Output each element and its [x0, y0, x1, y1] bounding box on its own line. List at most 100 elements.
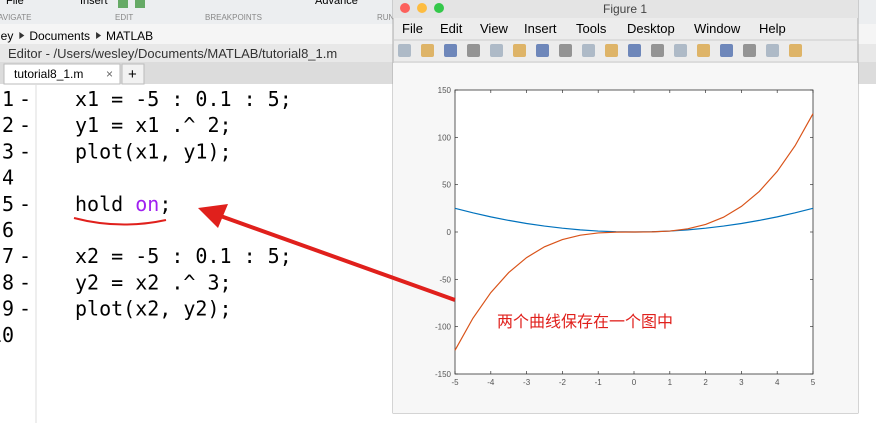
toolbar-icon[interactable]: [398, 44, 411, 57]
line-number: 10: [0, 323, 14, 347]
x-tick-label: -5: [451, 378, 459, 387]
toolbar-icon[interactable]: [536, 44, 549, 57]
toolbar-icon[interactable]: [490, 44, 503, 57]
code-token: hold: [75, 192, 135, 216]
line-marker: -: [19, 139, 31, 163]
code-token: x1 = -5 : 0.1 : 5;: [75, 87, 292, 111]
annotation: 两个曲线保存在一个图中: [497, 313, 673, 331]
breadcrumb-item[interactable]: MATLAB: [106, 29, 153, 43]
code-token: on: [135, 192, 159, 216]
toolbar-icon[interactable]: [444, 44, 457, 57]
menu-item[interactable]: View: [480, 21, 509, 36]
tab-add-btn[interactable]: [121, 63, 145, 85]
x-tick-label: -3: [523, 378, 531, 387]
close-btn[interactable]: [400, 3, 410, 13]
line-number: 6: [2, 218, 14, 242]
x-tick-label: 1: [668, 378, 673, 387]
figure-title: Figure 1: [603, 2, 647, 16]
toolstrip-item[interactable]: File: [6, 0, 24, 7]
toolbar-icon[interactable]: [697, 44, 710, 57]
x-tick-label: 0: [632, 378, 637, 387]
icon: [118, 0, 128, 8]
breadcrumb-item[interactable]: Documents: [29, 29, 90, 43]
toolbar-icon[interactable]: [582, 44, 595, 57]
y-tick-label: -100: [435, 323, 452, 332]
toolstrip-item[interactable]: Advance: [315, 0, 358, 7]
line-number: 9: [2, 297, 14, 321]
arrow-shaft: [214, 212, 456, 302]
code-line: plot(x1, y1);: [75, 139, 232, 163]
line-marker: -: [19, 244, 31, 268]
toolbar-icon[interactable]: [789, 44, 802, 57]
figure-titlebar: [393, 0, 858, 18]
menu-item[interactable]: Insert: [524, 21, 557, 36]
tab-add[interactable]: +: [128, 66, 137, 83]
toolbar-icon[interactable]: [421, 44, 434, 57]
menu-item[interactable]: Window: [694, 21, 741, 36]
line-marker: -: [19, 87, 31, 111]
line-marker: -: [19, 192, 31, 216]
menu-item[interactable]: Help: [759, 21, 786, 36]
line-number: 1: [2, 87, 14, 111]
icon: [135, 0, 145, 8]
menu-item[interactable]: Tools: [576, 21, 607, 36]
x-tick-label: -2: [559, 378, 567, 387]
x-tick-label: 5: [811, 378, 816, 387]
toolbar-icon[interactable]: [651, 44, 664, 57]
code-token: y2 = x2 .^ 3;: [75, 270, 232, 294]
menu-item[interactable]: Edit: [440, 21, 463, 36]
line-number: 2: [2, 113, 14, 137]
line-number: 5: [2, 192, 14, 216]
breadcrumb-item[interactable]: ley: [0, 29, 13, 43]
code-line: y2 = x2 .^ 3;: [75, 270, 232, 294]
tab-label[interactable]: tutorial8_1.m: [14, 67, 83, 81]
separator: [96, 32, 102, 39]
toolstrip-section: BREAKPOINTS: [205, 13, 262, 22]
min-btn[interactable]: [417, 3, 427, 13]
x-tick-label: -4: [487, 378, 495, 387]
tab[interactable]: [3, 63, 121, 85]
toolbar-icon[interactable]: [513, 44, 526, 57]
toolbar-icon[interactable]: [743, 44, 756, 57]
y-tick-label: 150: [438, 86, 452, 95]
code-line: x1 = -5 : 0.1 : 5;: [75, 87, 292, 111]
x-tick-label: 3: [739, 378, 744, 387]
y-tick-label: 100: [438, 133, 452, 142]
line-number: 3: [2, 139, 14, 163]
toolbar-icon[interactable]: [628, 44, 641, 57]
editor-title: Editor - /Users/wesley/Documents/MATLAB/…: [8, 46, 337, 61]
figure-window: Figure 1 File Edit View Insert Tools Desktop W…: [392, 0, 859, 414]
x-tick-label: -1: [595, 378, 603, 387]
toolstrip-section: EDIT: [115, 13, 133, 22]
toolbar-icon[interactable]: [720, 44, 733, 57]
line-number: 4: [2, 166, 14, 190]
code-token: plot(x2, y2);: [75, 297, 232, 321]
toolbar-icon[interactable]: [605, 44, 618, 57]
toolbar-icon[interactable]: [559, 44, 572, 57]
y-tick-label: -150: [435, 370, 452, 379]
code-line: plot(x2, y2);: [75, 297, 232, 321]
toolbar-icon[interactable]: [766, 44, 779, 57]
menu-item[interactable]: Desktop: [627, 21, 675, 36]
toolstrip-section: RUN: [377, 13, 395, 22]
line-number: 7: [2, 244, 14, 268]
tab-close[interactable]: ×: [106, 67, 113, 81]
toolstrip-section: AVIGATE: [0, 13, 32, 22]
separator: [19, 32, 25, 39]
line-marker: -: [19, 270, 31, 294]
line-number: 8: [2, 270, 14, 294]
y-tick-label: 50: [442, 181, 451, 190]
y-tick-label: -50: [439, 275, 451, 284]
x-tick-label: 4: [775, 378, 780, 387]
menu-item[interactable]: File: [402, 21, 423, 36]
max-btn[interactable]: [434, 3, 444, 13]
toolbar-icon[interactable]: [467, 44, 480, 57]
code-line: x2 = -5 : 0.1 : 5;: [75, 244, 292, 268]
line-marker: -: [19, 113, 31, 137]
y-tick-label: 0: [447, 228, 452, 237]
underline: [73, 217, 167, 226]
toolbar-icon[interactable]: [674, 44, 687, 57]
arrow: [198, 204, 456, 302]
toolstrip-item[interactable]: Insert: [80, 0, 108, 7]
